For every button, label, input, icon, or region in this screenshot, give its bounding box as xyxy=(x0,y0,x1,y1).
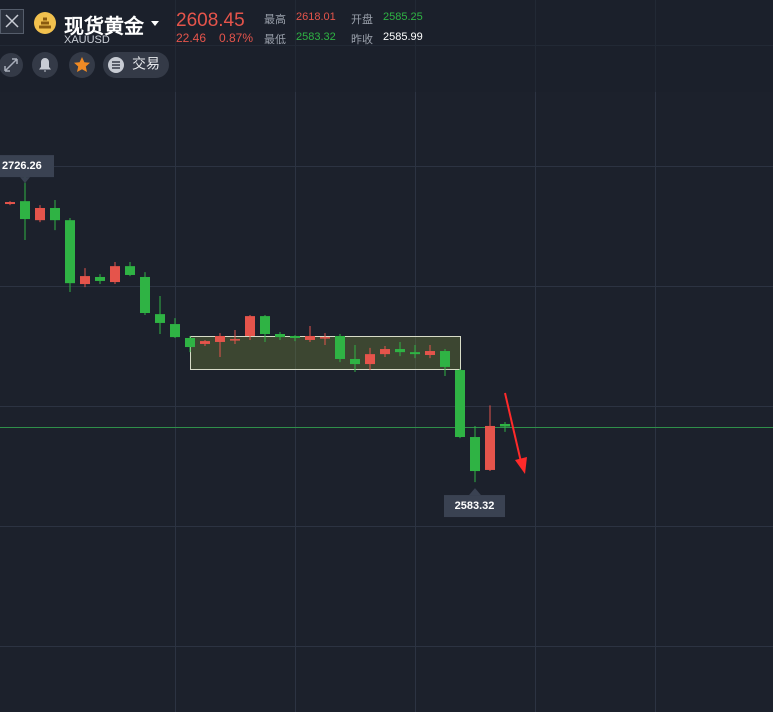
candle-body xyxy=(275,334,285,338)
candle-body xyxy=(305,335,315,340)
candle-body xyxy=(185,337,195,348)
stat-label: 最低 xyxy=(264,34,286,46)
change: 22.46 xyxy=(176,31,207,45)
candle-body xyxy=(140,276,150,314)
candle-body xyxy=(80,276,90,285)
high-marker-pointer xyxy=(20,177,30,184)
candle-body xyxy=(245,316,255,336)
candle-body xyxy=(110,266,120,283)
stat-value: 2585.99 xyxy=(383,31,423,43)
candle-body xyxy=(335,335,345,359)
stat-value: 2583.32 xyxy=(296,31,336,43)
candle-body xyxy=(125,266,135,275)
arrow-head xyxy=(515,457,527,474)
candle-body xyxy=(260,316,270,335)
candle-body xyxy=(455,370,465,438)
symbol: XAUUSD xyxy=(64,34,110,46)
stat-label: 昨收 xyxy=(351,34,373,46)
close-icon xyxy=(5,14,19,28)
candle-body xyxy=(410,352,420,355)
price: 2608.45 xyxy=(176,10,245,31)
candle-body xyxy=(350,358,360,365)
candle-body xyxy=(50,208,60,221)
dropdown-arrow[interactable] xyxy=(151,21,159,26)
low-marker-box xyxy=(444,495,505,518)
candle-body xyxy=(35,208,45,221)
candle-body xyxy=(365,354,375,365)
arrow xyxy=(504,392,522,463)
candle-body xyxy=(440,351,450,367)
high-marker-box xyxy=(0,155,54,178)
candle-body xyxy=(395,349,405,353)
high-marker-label: 2726.26 xyxy=(2,160,42,172)
candle-body xyxy=(215,335,225,342)
stat-value: 2585.25 xyxy=(383,11,423,23)
candle-body xyxy=(170,324,180,338)
candle-body xyxy=(200,341,210,344)
candle-body xyxy=(95,276,105,281)
candle-body xyxy=(425,351,435,356)
candles: 2726.26 2583.32 xyxy=(0,155,773,518)
expand-icon xyxy=(4,58,18,72)
star-icon xyxy=(74,57,90,72)
candle-body xyxy=(500,423,510,427)
trade-label[interactable]: 交易 xyxy=(132,56,160,72)
candle-body xyxy=(155,314,165,323)
candle-body xyxy=(290,335,300,338)
stat-value: 2618.01 xyxy=(296,11,336,23)
stat-label: 最高 xyxy=(264,14,286,26)
candle-body xyxy=(380,349,390,355)
gold-bars xyxy=(39,17,51,29)
candle-body xyxy=(470,437,480,472)
candle-body xyxy=(65,220,75,284)
title: 现货黄金 xyxy=(64,16,144,38)
trade-icon-lines xyxy=(112,61,120,69)
candle-body xyxy=(20,201,30,220)
low-marker-label: 2583.32 xyxy=(455,500,495,512)
change-pct: 0.87% xyxy=(219,31,254,45)
candle-body xyxy=(320,337,330,339)
low-marker-pointer xyxy=(469,488,481,496)
candle-body xyxy=(485,425,495,470)
candle-body xyxy=(5,202,15,205)
bell-icon xyxy=(39,58,51,72)
candle-body xyxy=(230,339,240,341)
stat-label: 开盘 xyxy=(351,14,373,26)
